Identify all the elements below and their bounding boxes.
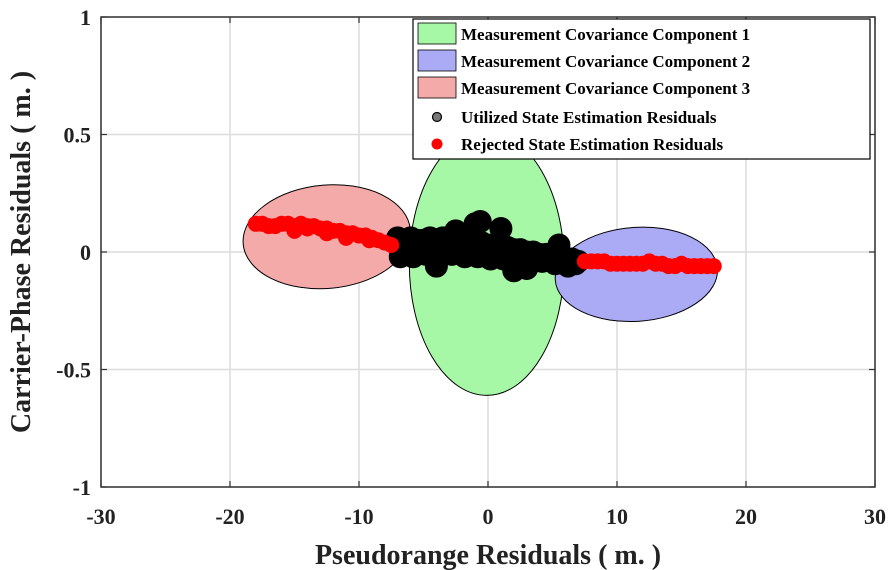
- rejected-point: [286, 222, 303, 239]
- legend-label-component-1: Measurement Covariance Component 1: [461, 25, 750, 44]
- utilized-point: [515, 256, 539, 280]
- utilized-point: [444, 219, 468, 243]
- x-tick-label: -20: [215, 504, 244, 529]
- rejected-point: [299, 220, 316, 237]
- x-tick-label: 10: [606, 504, 628, 529]
- rejected-point: [338, 229, 355, 246]
- legend-label-component-3: Measurement Covariance Component 3: [461, 79, 750, 98]
- legend-marker-rejected: [431, 138, 443, 150]
- rejected-point: [383, 236, 400, 253]
- legend-box: [412, 18, 871, 160]
- y-axis-title: Carrier-Phase Residuals ( m. ): [6, 71, 37, 433]
- y-tick-label: 1: [80, 5, 91, 30]
- rejected-point: [318, 225, 335, 242]
- y-tick-label: -0.5: [56, 358, 91, 383]
- x-axis-ticks: -30 -20 -10 0 10 20 30: [86, 17, 886, 529]
- y-tick-label: 0: [80, 240, 91, 265]
- legend-marker-utilized: [431, 111, 443, 123]
- x-axis-title: Pseudorange Residuals ( m. ): [315, 540, 661, 570]
- y-tick-label: -1: [73, 475, 91, 500]
- y-tick-label: 0.5: [64, 123, 92, 148]
- data-points: [247, 209, 722, 283]
- legend-swatch-component-1: [417, 22, 457, 45]
- legend-label-rejected: Rejected State Estimation Residuals: [461, 135, 723, 154]
- legend-swatch-component-3: [417, 76, 457, 99]
- rejected-point: [361, 232, 378, 249]
- legend-label-component-2: Measurement Covariance Component 2: [461, 52, 750, 71]
- x-tick-label: -10: [344, 504, 373, 529]
- x-tick-label: 20: [735, 504, 757, 529]
- utilized-point: [424, 254, 448, 278]
- legend: Measurement Covariance Component 1 Measu…: [412, 18, 871, 160]
- rejected-point: [705, 258, 722, 275]
- legend-label-utilized: Utilized State Estimation Residuals: [461, 108, 717, 127]
- utilized-point: [468, 209, 492, 233]
- legend-swatch-component-2: [417, 49, 457, 72]
- utilized-point: [489, 217, 513, 240]
- x-tick-label: -30: [86, 504, 115, 529]
- y-axis-ticks: -1 -0.5 0 0.5 1: [56, 5, 875, 500]
- x-tick-label: 30: [864, 504, 886, 529]
- utilized-point: [547, 233, 571, 257]
- x-tick-label: 0: [483, 504, 494, 529]
